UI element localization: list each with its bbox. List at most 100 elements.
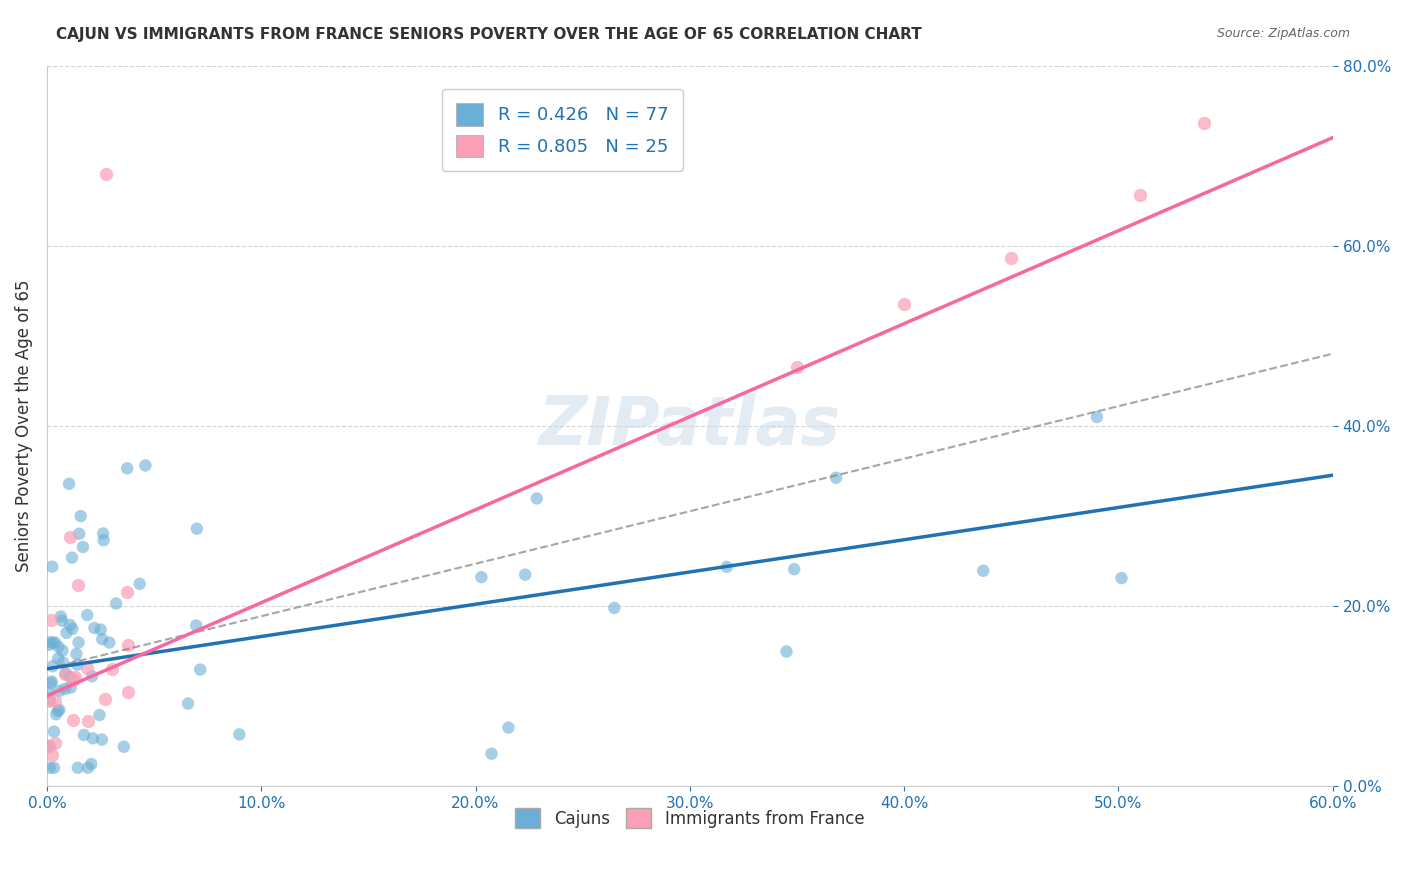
Cajuns <box>52 656 75 670</box>
Cajuns <box>783 562 806 576</box>
Cajuns <box>42 761 65 775</box>
Cajuns <box>1085 410 1108 425</box>
Text: Source: ZipAtlas.com: Source: ZipAtlas.com <box>1216 27 1350 40</box>
Cajuns <box>77 761 100 775</box>
Immigrants from France <box>96 167 118 181</box>
Immigrants from France <box>786 360 808 375</box>
Immigrants from France <box>65 670 87 684</box>
Cajuns <box>38 686 60 700</box>
Immigrants from France <box>44 736 66 750</box>
Immigrants from France <box>1129 187 1152 202</box>
Cajuns <box>39 635 62 649</box>
Text: ZIPatlas: ZIPatlas <box>538 392 841 458</box>
Immigrants from France <box>893 297 915 311</box>
Cajuns <box>93 533 115 548</box>
Immigrants from France <box>44 694 66 708</box>
Cajuns <box>45 707 67 722</box>
Cajuns <box>38 638 60 652</box>
Cajuns <box>83 621 105 635</box>
Cajuns <box>38 761 60 775</box>
Cajuns <box>41 559 63 574</box>
Cajuns <box>115 461 138 475</box>
Cajuns <box>44 635 66 649</box>
Cajuns <box>716 560 738 574</box>
Cajuns <box>66 761 89 775</box>
Cajuns <box>55 666 77 681</box>
Cajuns <box>1111 571 1133 585</box>
Immigrants from France <box>38 694 60 708</box>
Cajuns <box>80 756 103 771</box>
Cajuns <box>73 728 96 742</box>
Cajuns <box>60 550 83 565</box>
Cajuns <box>90 623 112 637</box>
Cajuns <box>112 739 135 754</box>
Cajuns <box>53 681 76 696</box>
Immigrants from France <box>101 662 124 676</box>
Cajuns <box>228 727 250 741</box>
Cajuns <box>41 659 63 673</box>
Cajuns <box>82 731 104 746</box>
Cajuns <box>48 683 70 698</box>
Cajuns <box>60 622 83 636</box>
Cajuns <box>59 618 82 632</box>
Cajuns <box>41 674 63 689</box>
Cajuns <box>972 564 994 578</box>
Cajuns <box>67 526 90 541</box>
Cajuns <box>134 458 156 473</box>
Cajuns <box>48 703 70 717</box>
Cajuns <box>515 567 537 582</box>
Immigrants from France <box>62 713 84 727</box>
Cajuns <box>46 704 69 718</box>
Immigrants from France <box>41 747 63 762</box>
Cajuns <box>48 640 70 654</box>
Cajuns <box>76 608 98 623</box>
Cajuns <box>775 644 797 658</box>
Cajuns <box>58 476 80 491</box>
Cajuns <box>177 697 200 711</box>
Cajuns <box>59 681 82 695</box>
Cajuns <box>90 732 112 747</box>
Cajuns <box>39 676 62 690</box>
Cajuns <box>470 570 492 584</box>
Cajuns <box>39 693 62 707</box>
Cajuns <box>67 635 90 649</box>
Immigrants from France <box>1192 115 1215 129</box>
Cajuns <box>498 721 520 735</box>
Immigrants from France <box>1000 252 1022 266</box>
Immigrants from France <box>117 639 139 653</box>
Cajuns <box>55 625 77 640</box>
Cajuns <box>46 651 69 665</box>
Legend: Cajuns, Immigrants from France: Cajuns, Immigrants from France <box>509 801 870 835</box>
Immigrants from France <box>117 685 139 699</box>
Cajuns <box>481 747 503 761</box>
Immigrants from France <box>115 585 138 599</box>
Cajuns <box>51 614 73 628</box>
Cajuns <box>42 636 65 650</box>
Cajuns <box>188 663 211 677</box>
Cajuns <box>51 643 73 657</box>
Cajuns <box>603 601 626 615</box>
Y-axis label: Seniors Poverty Over the Age of 65: Seniors Poverty Over the Age of 65 <box>15 279 32 572</box>
Cajuns <box>38 739 60 753</box>
Text: CAJUN VS IMMIGRANTS FROM FRANCE SENIORS POVERTY OVER THE AGE OF 65 CORRELATION C: CAJUN VS IMMIGRANTS FROM FRANCE SENIORS … <box>56 27 922 42</box>
Cajuns <box>69 509 91 524</box>
Cajuns <box>91 526 114 541</box>
Cajuns <box>42 724 65 739</box>
Immigrants from France <box>76 661 98 675</box>
Cajuns <box>49 609 72 624</box>
Cajuns <box>105 597 128 611</box>
Immigrants from France <box>59 530 82 544</box>
Cajuns <box>186 522 208 536</box>
Immigrants from France <box>53 666 76 681</box>
Cajuns <box>66 657 89 672</box>
Cajuns <box>65 647 87 661</box>
Immigrants from France <box>62 673 84 687</box>
Immigrants from France <box>66 578 89 592</box>
Cajuns <box>59 670 82 684</box>
Cajuns <box>128 577 150 591</box>
Immigrants from France <box>77 714 100 728</box>
Cajuns <box>72 540 94 554</box>
Cajuns <box>89 708 111 723</box>
Immigrants from France <box>39 613 62 627</box>
Cajuns <box>526 491 548 506</box>
